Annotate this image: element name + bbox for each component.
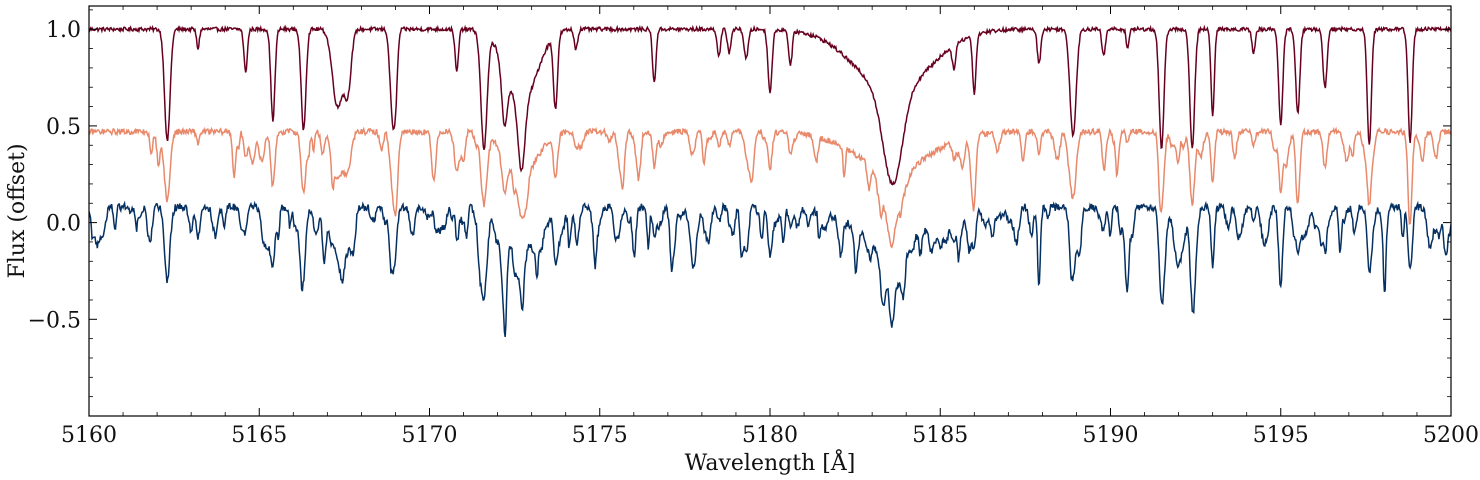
- x-tick-label: 5165: [231, 423, 287, 448]
- spectrum-series-3: [89, 200, 1451, 338]
- x-tick-label: 5180: [742, 423, 798, 448]
- spectrum-series-1: [89, 24, 1451, 186]
- y-tick-label: 0.5: [46, 115, 81, 140]
- x-tick-label: 5200: [1423, 423, 1479, 448]
- x-tick-label: 5195: [1253, 423, 1309, 448]
- y-tick-label: −0.5: [28, 308, 81, 333]
- x-tick-label: 5190: [1083, 423, 1139, 448]
- y-axis: −0.5 0.0 0.5 1.0: [28, 9, 1451, 398]
- spectrum-series-2: [89, 126, 1451, 249]
- x-tick-label: 5185: [912, 423, 968, 448]
- series-layer: [89, 24, 1451, 338]
- x-axis-title: Wavelength [Å]: [685, 448, 856, 476]
- x-tick-label: 5160: [61, 423, 117, 448]
- y-tick-label: 0.0: [46, 212, 81, 237]
- x-tick-label: 5170: [402, 423, 458, 448]
- y-tick-label: 1.0: [46, 18, 81, 43]
- x-tick-label: 5175: [572, 423, 628, 448]
- y-axis-title: Flux (offset): [5, 143, 30, 278]
- x-axis: 5160 5165 5170 5175 5180 5185 5190 5195 5200: [61, 6, 1479, 448]
